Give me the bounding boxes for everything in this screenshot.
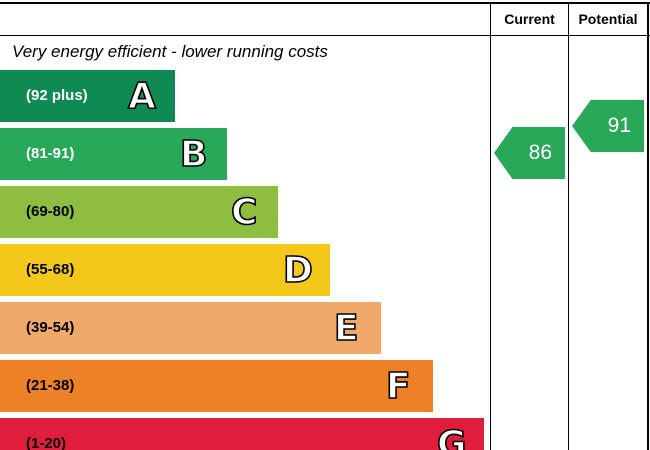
rating-band-c: (69-80) C <box>0 186 278 238</box>
band-range-label: (69-80) <box>26 203 75 220</box>
potential-rating-arrow: 91 <box>572 100 644 152</box>
band-letter: B <box>179 133 208 176</box>
band-letter: C <box>230 191 258 234</box>
rating-band-e: (39-54) E <box>0 302 381 354</box>
band-letter: E <box>333 307 359 350</box>
efficiency-caption: Very energy efficient - lower running co… <box>12 42 328 61</box>
band-range-label: (81-91) <box>26 145 75 162</box>
rating-band-g: (1-20) G <box>0 418 484 450</box>
right-border <box>647 2 649 450</box>
current-rating-arrow: 86 <box>494 127 565 179</box>
band-letter: A <box>127 75 156 118</box>
rating-band-b: (81-91) B <box>0 128 227 180</box>
rating-band-a: (92 plus) A <box>0 70 175 122</box>
current-header: Current <box>504 11 555 27</box>
potential-rating-value: 91 <box>607 114 631 137</box>
potential-header: Potential <box>578 11 638 27</box>
band-range-label: (55-68) <box>26 261 75 278</box>
current-column-divider <box>490 2 491 450</box>
current-rating-value: 86 <box>528 141 552 164</box>
header-divider <box>0 35 650 36</box>
band-letter: D <box>282 249 313 292</box>
rating-band-f: (21-38) F <box>0 360 433 412</box>
band-letter: F <box>385 365 411 408</box>
band-range-label: (21-38) <box>26 377 75 394</box>
potential-column-divider <box>568 2 569 450</box>
band-range-label: (1-20) <box>26 435 67 450</box>
band-range-label: (92 plus) <box>26 87 88 104</box>
top-border <box>0 2 650 4</box>
band-letter: G <box>436 423 467 450</box>
rating-band-d: (55-68) D <box>0 244 330 296</box>
band-range-label: (39-54) <box>26 319 75 336</box>
